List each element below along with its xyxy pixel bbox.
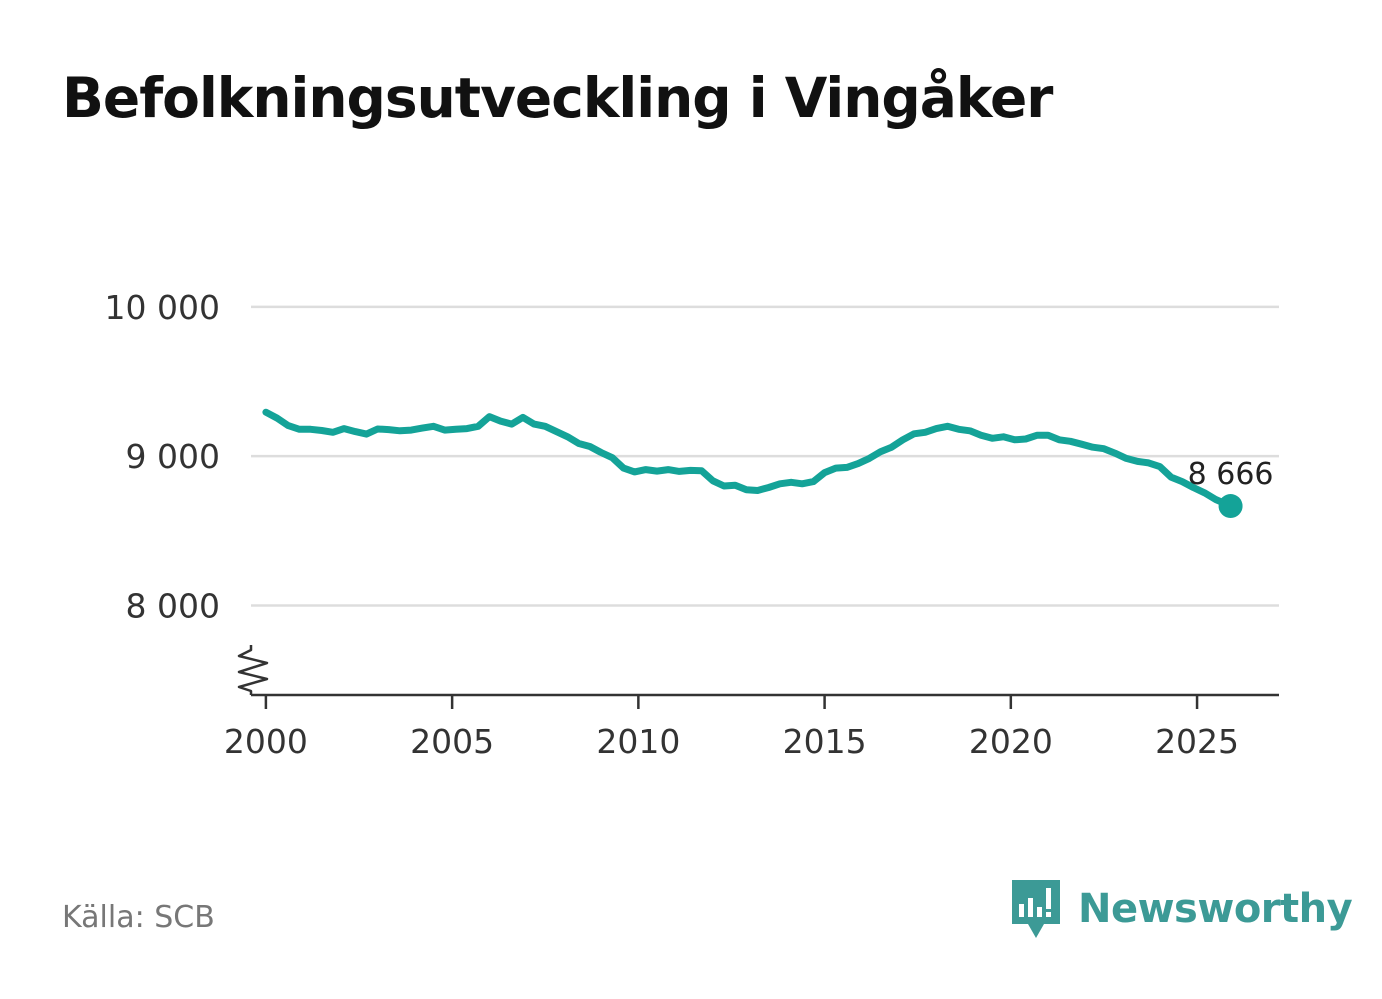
line-chart: 8 000 9 000 10 000 2000 2005 2010 2015 2020 202…: [105, 288, 1279, 761]
brand-logo: Newsworthy: [1010, 878, 1353, 940]
x-tick-label: 2025: [1155, 722, 1239, 761]
x-tick-label: 2020: [969, 722, 1053, 761]
newsworthy-logo-icon: [1012, 880, 1060, 938]
y-axis-tick-labels: 8 000 9 000 10 000: [105, 288, 220, 626]
y-tick-label: 9 000: [126, 437, 220, 476]
chart-title: Befolkningsutveckling i Vingåker: [62, 66, 1053, 130]
y-tick-label: 10 000: [105, 288, 220, 327]
x-tick-label: 2015: [783, 722, 867, 761]
x-tick-label: 2005: [410, 722, 494, 761]
y-tick-label: 8 000: [126, 586, 220, 625]
x-tick-label: 2000: [224, 722, 308, 761]
end-value-label: 8 666: [1188, 457, 1274, 492]
source-note: Källa: SCB: [62, 900, 215, 935]
x-tick-label: 2010: [596, 722, 680, 761]
x-axis-ticks: 2000 2005 2010 2015 2020 2025: [224, 695, 1239, 761]
end-point-marker: [1218, 494, 1243, 519]
y-axis-break-icon: [237, 645, 269, 695]
brand-name: Newsworthy: [1078, 886, 1353, 932]
gridlines: [251, 305, 1279, 607]
population-line: [262, 408, 1235, 510]
